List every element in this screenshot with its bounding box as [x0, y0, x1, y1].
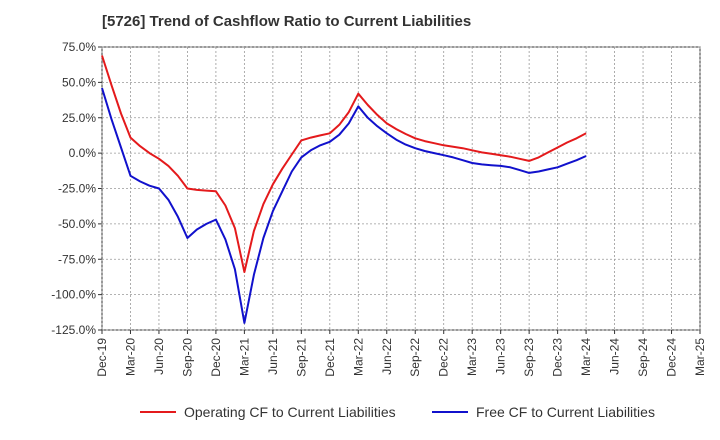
legend-swatch-operating-cf	[140, 411, 176, 413]
y-tick-label: 25.0%	[62, 111, 96, 125]
x-tick-label: Dec-21	[323, 338, 337, 377]
legend-swatch-free-cf	[432, 411, 468, 413]
chart-legend: Operating CF to Current Liabilities Free…	[0, 404, 720, 428]
x-tick-label: Jun-24	[608, 338, 622, 375]
x-tick-label: Sep-22	[408, 338, 422, 377]
x-tick-label: Jun-20	[152, 338, 166, 375]
x-tick-label: Jun-22	[380, 338, 394, 375]
legend-label-operating-cf: Operating CF to Current Liabilities	[184, 404, 396, 420]
x-tick-label: Sep-24	[636, 338, 650, 377]
x-tick-label: Dec-24	[665, 338, 679, 377]
x-tick-label: Mar-20	[123, 338, 137, 376]
series-line-operating-cf	[101, 55, 587, 273]
y-tick-label: -100.0%	[51, 288, 96, 302]
y-tick-label: 75.0%	[62, 40, 96, 54]
series-line-free-cf	[101, 87, 587, 324]
x-tick-label: Dec-20	[209, 338, 223, 377]
x-tick-label: Jun-23	[494, 338, 508, 375]
y-tick-label: -25.0%	[58, 182, 96, 196]
x-tick-label: Mar-21	[237, 338, 251, 376]
chart-title: [5726] Trend of Cashflow Ratio to Curren…	[102, 13, 472, 30]
x-tick-label: Mar-24	[579, 338, 593, 376]
y-tick-label: 0.0%	[69, 146, 97, 160]
x-tick-label: Mar-23	[465, 338, 479, 376]
x-tick-label: Jun-21	[266, 338, 280, 375]
y-tick-label: -75.0%	[58, 252, 96, 266]
x-tick-label: Mar-25	[693, 338, 707, 376]
x-tick-label: Sep-21	[294, 338, 308, 377]
legend-item-operating-cf: Operating CF to Current Liabilities	[140, 404, 396, 420]
x-tick-label: Dec-19	[95, 338, 109, 377]
y-tick-label: -50.0%	[58, 217, 96, 231]
y-tick-label: -125.0%	[51, 323, 96, 337]
x-tick-label: Dec-23	[551, 338, 565, 377]
y-tick-label: 50.0%	[62, 75, 96, 89]
legend-label-free-cf: Free CF to Current Liabilities	[476, 404, 655, 420]
x-tick-label: Sep-23	[522, 338, 536, 377]
x-tick-label: Mar-22	[351, 338, 365, 376]
x-tick-label: Sep-20	[180, 338, 194, 377]
x-tick-label: Dec-22	[437, 338, 451, 377]
legend-item-free-cf: Free CF to Current Liabilities	[432, 404, 655, 420]
